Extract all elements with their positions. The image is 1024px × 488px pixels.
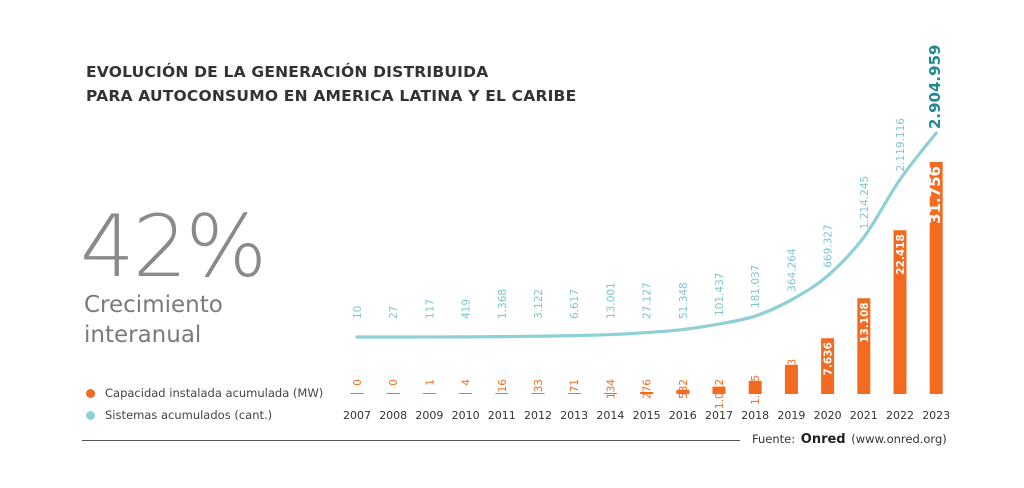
x-tick-label-2016: 2016 — [669, 409, 697, 422]
x-tick-label-2007: 2007 — [343, 409, 371, 422]
line-value-label-2020: 669.327 — [823, 224, 835, 267]
bar-value-label-2019: 3.993 — [786, 359, 798, 389]
bar-value-label-2012: 33 — [533, 379, 545, 392]
line-value-label-2018: 181.037 — [750, 265, 762, 308]
bar-capacity-2016 — [676, 389, 690, 394]
kpi-label-line-2: interanual — [84, 322, 202, 348]
chart-title-line-2: PARA AUTOCONSUMO EN AMERICA LATINA Y EL … — [86, 87, 577, 105]
line-value-label-2011: 1.368 — [497, 289, 509, 319]
line-value-label-2015: 27.127 — [642, 282, 654, 319]
chart-title: EVOLUCIÓN DE LA GENERACIÓN DISTRIBUIDA P… — [86, 60, 576, 108]
x-tick-label-2022: 2022 — [886, 409, 914, 422]
bar-value-label-2020: 7.636 — [823, 342, 835, 375]
x-tick-label-2023: 2023 — [922, 409, 950, 422]
bar-capacity-2023 — [929, 162, 943, 394]
x-tick-label-2015: 2015 — [633, 409, 661, 422]
kpi-growth-label: Crecimiento interanual — [84, 290, 223, 350]
line-value-label-2017: 101.437 — [714, 273, 726, 316]
line-value-label-2009: 117 — [424, 299, 436, 319]
x-tick-label-2012: 2012 — [524, 409, 552, 422]
x-tick-label-2019: 2019 — [777, 409, 805, 422]
x-tick-label-2020: 2020 — [814, 409, 842, 422]
legend-item-capacity: Capacidad instalada acumulada (MW) — [86, 382, 323, 404]
bar-capacity-2022 — [893, 230, 907, 394]
line-value-label-2023: 2.904.959 — [926, 45, 944, 129]
kpi-label-line-1: Crecimiento — [84, 292, 223, 318]
source-url: (www.onred.org) — [851, 432, 947, 446]
bar-value-label-2015: 276 — [642, 379, 654, 399]
line-value-label-2007: 10 — [352, 306, 364, 319]
bar-capacity-2015 — [640, 391, 654, 394]
bar-value-label-2014: 134 — [605, 379, 617, 399]
bar-value-label-2021: 13.108 — [859, 302, 871, 343]
source-credit: Fuente: Onred (www.onred.org) — [752, 432, 947, 447]
x-tick-label-2021: 2021 — [850, 409, 878, 422]
bar-value-label-2016: 582 — [678, 379, 690, 399]
bar-value-label-2009: 1 — [424, 379, 436, 386]
bar-capacity-2009 — [422, 393, 436, 394]
x-tick-label-2008: 2008 — [379, 409, 407, 422]
line-value-label-2019: 364.264 — [786, 248, 798, 292]
bar-capacity-2014 — [603, 393, 617, 394]
line-value-label-2013: 6.617 — [569, 289, 581, 319]
bar-capacity-2018 — [748, 380, 762, 394]
bar-capacity-2010 — [459, 393, 473, 394]
bar-capacity-2017 — [712, 386, 726, 394]
line-value-label-2016: 51.348 — [678, 282, 690, 319]
bar-value-label-2018: 1.805 — [750, 375, 762, 405]
bar-value-label-2010: 4 — [461, 379, 473, 386]
line-systems — [355, 131, 938, 339]
bar-capacity-2007 — [350, 393, 364, 394]
source-brand-logo: Onred — [800, 432, 846, 447]
legend-label-systems: Sistemas acumulados (cant.) — [105, 408, 273, 422]
chart-legend: Capacidad instalada acumulada (MW) Siste… — [86, 382, 323, 426]
bar-capacity-2020 — [821, 338, 835, 394]
source-prefix: Fuente: — [752, 432, 796, 446]
line-value-label-2008: 27 — [388, 306, 400, 319]
kpi-growth-value: 42% — [80, 197, 267, 297]
bar-value-label-2022: 22.418 — [895, 234, 907, 275]
line-value-label-2010: 419 — [461, 299, 473, 319]
bar-value-label-2017: 1.012 — [714, 379, 726, 409]
x-tick-label-2018: 2018 — [741, 409, 769, 422]
legend-item-systems: Sistemas acumulados (cant.) — [86, 404, 323, 426]
bar-value-label-2008: 0 — [388, 379, 400, 386]
x-tick-label-2017: 2017 — [705, 409, 733, 422]
line-value-label-2021: 1.214.245 — [859, 176, 871, 229]
line-value-label-2012: 3.122 — [533, 289, 545, 319]
line-value-label-2014: 13.001 — [605, 282, 617, 319]
bar-capacity-2011 — [495, 393, 509, 394]
footer-divider — [82, 440, 740, 441]
bar-capacity-2012 — [531, 393, 545, 394]
line-value-label-2022: 2.119.116 — [895, 118, 907, 172]
bar-capacity-2019 — [784, 364, 798, 394]
x-tick-label-2014: 2014 — [596, 409, 624, 422]
bar-value-label-2011: 16 — [497, 379, 509, 393]
bar-value-label-2013: 71 — [569, 379, 581, 392]
x-tick-label-2011: 2011 — [488, 409, 516, 422]
x-tick-label-2010: 2010 — [452, 409, 480, 422]
x-tick-label-2013: 2013 — [560, 409, 588, 422]
legend-swatch-systems — [86, 410, 95, 420]
legend-swatch-capacity — [86, 388, 95, 398]
bar-value-label-2023: 31.756 — [926, 166, 944, 224]
bar-capacity-2013 — [567, 393, 581, 394]
bar-value-label-2007: 0 — [352, 379, 364, 386]
chart-title-line-1: EVOLUCIÓN DE LA GENERACIÓN DISTRIBUIDA — [86, 63, 489, 81]
x-tick-label-2009: 2009 — [415, 409, 443, 422]
legend-label-capacity: Capacidad instalada acumulada (MW) — [105, 386, 324, 400]
bar-capacity-2008 — [386, 393, 400, 394]
bar-capacity-2021 — [857, 298, 871, 394]
